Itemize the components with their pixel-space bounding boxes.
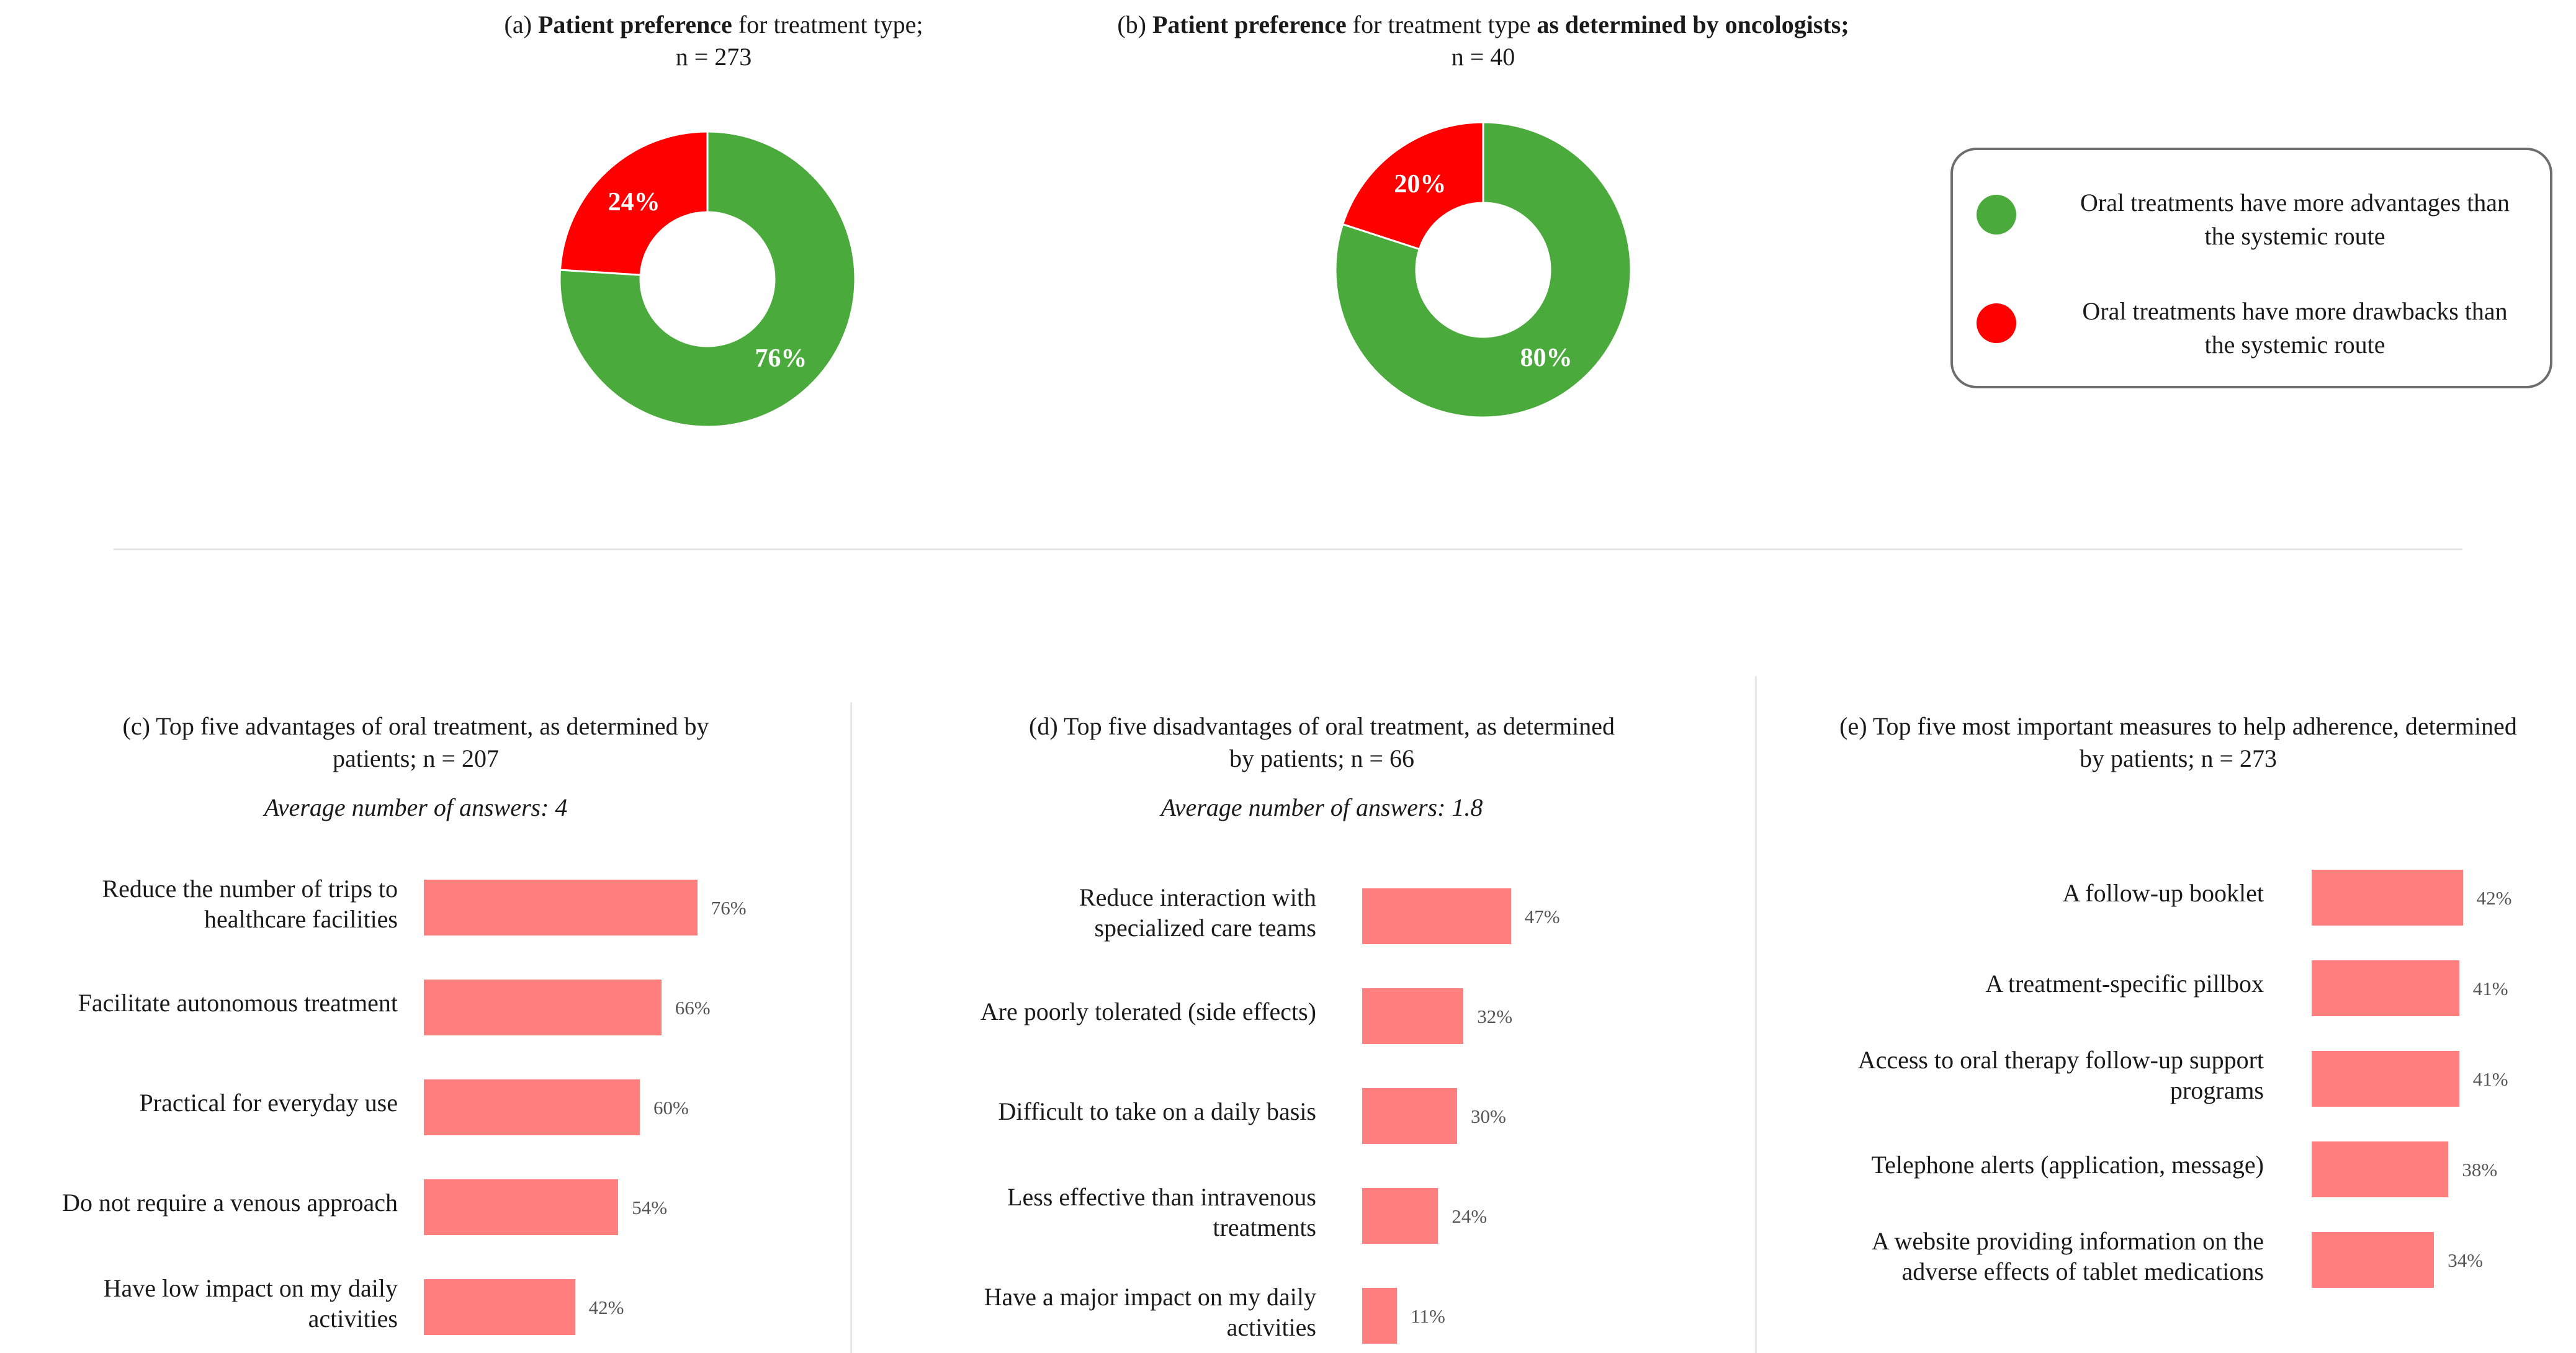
panel-a-title: (a) Patient preference for treatment typ…: [504, 11, 923, 71]
bar-value-label: 24%: [1452, 1205, 1488, 1227]
bar-category-label: A follow-up booklet: [2062, 878, 2264, 907]
bar: [1362, 1188, 1438, 1244]
bar-category-label: A website providing information on the ad…: [1871, 1227, 2264, 1285]
bar-category-label: A treatment-specific pillbox: [1985, 969, 2264, 998]
legend-label: the systemic route: [2204, 331, 2385, 359]
donut-slice-label: 80%: [1520, 344, 1573, 372]
bar-category-label: Reduce the number of trips to healthcare …: [102, 875, 398, 933]
bar-category-label: Difficult to take on a daily basis: [998, 1097, 1316, 1125]
bar: [1362, 1288, 1398, 1344]
donut-slice-label: 24%: [608, 188, 660, 217]
bar-category-label: Are poorly tolerated (side effects): [980, 997, 1316, 1025]
donut-slice-label: 76%: [755, 344, 807, 373]
donut-slice-drawbacks: [1341, 121, 1484, 251]
bar-category-label: Have low impact on my daily activities: [103, 1274, 398, 1333]
bar-category-label: Practical for everyday use: [139, 1088, 398, 1117]
bar: [2312, 960, 2459, 1016]
bar-value-label: 32%: [1477, 1006, 1513, 1027]
legend-label: Oral treatments have more advantages tha…: [2080, 189, 2510, 217]
panel-c-subtitle: Average number of answers: 4: [264, 793, 568, 821]
bar: [1362, 1088, 1457, 1144]
bar: [2312, 1141, 2449, 1197]
bar: [424, 1279, 575, 1335]
green-dot-icon: [1977, 195, 2016, 234]
bar: [424, 980, 662, 1035]
panel-b-title: (b) Patient preference for treatment typ…: [1117, 11, 1849, 71]
bar: [2312, 870, 2463, 926]
bar: [424, 1079, 640, 1135]
bar-category-label: Less effective than intravenous treatment…: [1007, 1183, 1316, 1241]
bar-category-label: Telephone alerts (application, message): [1871, 1150, 2264, 1179]
bar-value-label: 47%: [1524, 906, 1560, 927]
bar-value-label: 54%: [632, 1197, 668, 1218]
bar: [424, 880, 698, 935]
donut-slice-advantages: [559, 130, 856, 428]
bar-category-label: Facilitate autonomous treatment: [78, 988, 398, 1017]
bar-value-label: 42%: [588, 1297, 624, 1318]
bar-value-label: 11%: [1411, 1305, 1445, 1327]
vertical-divider: [1755, 676, 1757, 1353]
legend: Oral treatments have more advantages tha…: [1950, 148, 2552, 388]
vertical-divider: [850, 702, 852, 1353]
bar-value-label: 41%: [2472, 1068, 2508, 1090]
bar: [2312, 1232, 2435, 1288]
bar-value-label: 41%: [2472, 978, 2508, 999]
bar: [1362, 988, 1464, 1044]
bar-category-label: Have a major impact on my daily activitie…: [984, 1283, 1316, 1341]
donut-slice-label: 20%: [1394, 170, 1446, 199]
panel-d-subtitle: Average number of answers: 1.8: [1160, 793, 1483, 821]
bar: [424, 1179, 619, 1235]
red-dot-icon: [1977, 303, 2016, 343]
legend-label: Oral treatments have more drawbacks than: [2082, 297, 2508, 325]
bar-value-label: 38%: [2462, 1159, 2498, 1181]
bar-category-label: Do not require a venous approach: [62, 1188, 398, 1217]
panel-d-title: (d) Top five disadvantages of oral treat…: [1029, 712, 1615, 772]
horizontal-divider: [114, 548, 2462, 550]
panel-e-title: (e) Top five most important measures to …: [1839, 712, 2517, 772]
bar-value-label: 66%: [675, 997, 711, 1019]
donut-slice-drawbacks: [559, 130, 709, 276]
donut-slice-advantages: [1334, 121, 1632, 419]
donut-chart-b: 80% 20%: [1334, 121, 1632, 419]
bar-value-label: 76%: [711, 897, 747, 919]
bar-value-label: 42%: [2476, 887, 2512, 909]
bar-category-label: Reduce interaction with specialized care …: [1079, 883, 1316, 942]
bar-category-label: Access to oral therapy follow-up support…: [1857, 1046, 2264, 1104]
donut-chart-a: 76% 24%: [559, 130, 856, 428]
panel-c-title: (c) Top five advantages of oral treatmen…: [122, 712, 709, 772]
bar-value-label: 30%: [1471, 1105, 1506, 1127]
bar: [1362, 888, 1511, 944]
bar-value-label: 34%: [2448, 1249, 2484, 1271]
bar-value-label: 60%: [653, 1097, 689, 1119]
legend-label: the systemic route: [2204, 222, 2385, 250]
bar: [2312, 1051, 2459, 1107]
